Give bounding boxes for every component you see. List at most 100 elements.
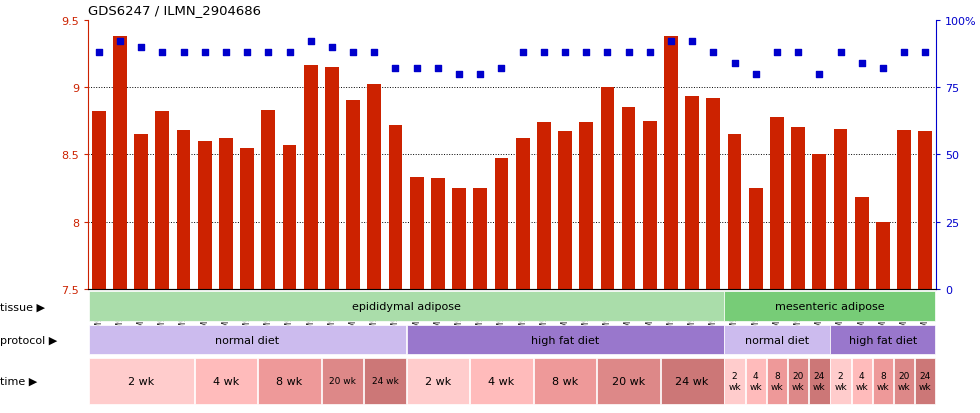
Point xyxy=(261,50,276,56)
Text: 8
wk: 8 wk xyxy=(770,371,783,391)
Point xyxy=(917,50,933,56)
Bar xyxy=(788,358,808,404)
Bar xyxy=(88,292,723,322)
Bar xyxy=(830,358,851,404)
Bar xyxy=(304,66,318,289)
Point xyxy=(324,44,340,51)
Bar xyxy=(834,129,848,289)
Text: 24
wk: 24 wk xyxy=(919,371,932,391)
Point xyxy=(578,50,594,56)
Bar xyxy=(368,85,381,289)
Bar xyxy=(92,112,106,289)
Point xyxy=(811,71,827,78)
Bar xyxy=(537,123,551,289)
Text: 8 wk: 8 wk xyxy=(276,376,303,386)
Text: 24 wk: 24 wk xyxy=(675,376,709,386)
Bar xyxy=(325,68,339,289)
Bar xyxy=(407,325,723,354)
Bar xyxy=(410,178,423,289)
Point xyxy=(133,44,149,51)
Text: high fat diet: high fat diet xyxy=(531,335,599,345)
Bar xyxy=(728,135,742,289)
Bar xyxy=(852,358,872,404)
Text: 20
wk: 20 wk xyxy=(898,371,910,391)
Point xyxy=(684,39,700,45)
Point xyxy=(514,50,530,56)
Text: GDS6247 / ILMN_2904686: GDS6247 / ILMN_2904686 xyxy=(88,4,262,17)
Point xyxy=(112,39,127,45)
Text: 8 wk: 8 wk xyxy=(552,376,578,386)
Bar xyxy=(176,131,190,289)
Point xyxy=(219,50,234,56)
Bar xyxy=(407,358,469,404)
Point xyxy=(472,71,488,78)
Bar xyxy=(812,155,826,289)
Point xyxy=(536,50,552,56)
Bar xyxy=(346,101,360,289)
Bar xyxy=(113,37,126,289)
Text: 20 wk: 20 wk xyxy=(612,376,645,386)
Point xyxy=(620,50,636,56)
Point xyxy=(494,66,510,72)
Bar xyxy=(220,139,233,289)
Bar xyxy=(873,358,893,404)
Point xyxy=(600,50,615,56)
Point xyxy=(663,39,679,45)
Bar xyxy=(515,139,529,289)
Text: 4 wk: 4 wk xyxy=(213,376,239,386)
Bar xyxy=(724,325,829,354)
Text: tissue ▶: tissue ▶ xyxy=(0,301,45,312)
Bar xyxy=(431,179,445,289)
Point xyxy=(706,50,721,56)
Text: 2
wk: 2 wk xyxy=(728,371,741,391)
Point xyxy=(388,66,404,72)
Text: 4
wk: 4 wk xyxy=(750,371,762,391)
Bar xyxy=(198,142,212,289)
Text: normal diet: normal diet xyxy=(215,335,279,345)
Text: 4 wk: 4 wk xyxy=(488,376,514,386)
Text: time ▶: time ▶ xyxy=(0,376,37,386)
Bar xyxy=(664,37,678,289)
Text: mesenteric adipose: mesenteric adipose xyxy=(775,301,885,312)
Point xyxy=(239,50,255,56)
Bar xyxy=(855,198,868,289)
Bar xyxy=(621,108,635,289)
Bar xyxy=(791,128,805,289)
Point xyxy=(155,50,171,56)
Point xyxy=(91,50,107,56)
Bar xyxy=(452,188,466,289)
Bar xyxy=(258,358,320,404)
Point xyxy=(451,71,466,78)
Point xyxy=(790,50,806,56)
Bar xyxy=(809,358,829,404)
Bar xyxy=(559,132,572,289)
Point xyxy=(727,60,743,67)
Bar xyxy=(724,292,936,322)
Bar xyxy=(195,358,258,404)
Point xyxy=(558,50,573,56)
Bar xyxy=(749,188,762,289)
Bar xyxy=(770,117,784,289)
Text: 20 wk: 20 wk xyxy=(329,377,356,385)
Bar xyxy=(156,112,170,289)
Bar xyxy=(534,358,597,404)
Bar xyxy=(321,358,364,404)
Text: high fat diet: high fat diet xyxy=(849,335,917,345)
Point xyxy=(281,50,297,56)
Text: 24 wk: 24 wk xyxy=(371,377,398,385)
Bar xyxy=(88,358,194,404)
Bar xyxy=(365,358,406,404)
Bar xyxy=(643,121,657,289)
Bar xyxy=(746,358,766,404)
Point xyxy=(897,50,912,56)
Text: 4
wk: 4 wk xyxy=(856,371,868,391)
Text: normal diet: normal diet xyxy=(745,335,809,345)
Point xyxy=(409,66,424,72)
Bar xyxy=(282,145,296,289)
Text: protocol ▶: protocol ▶ xyxy=(0,335,57,345)
Bar xyxy=(830,325,936,354)
Bar xyxy=(134,135,148,289)
Point xyxy=(854,60,869,67)
Point xyxy=(345,50,361,56)
Text: epididymal adipose: epididymal adipose xyxy=(352,301,461,312)
